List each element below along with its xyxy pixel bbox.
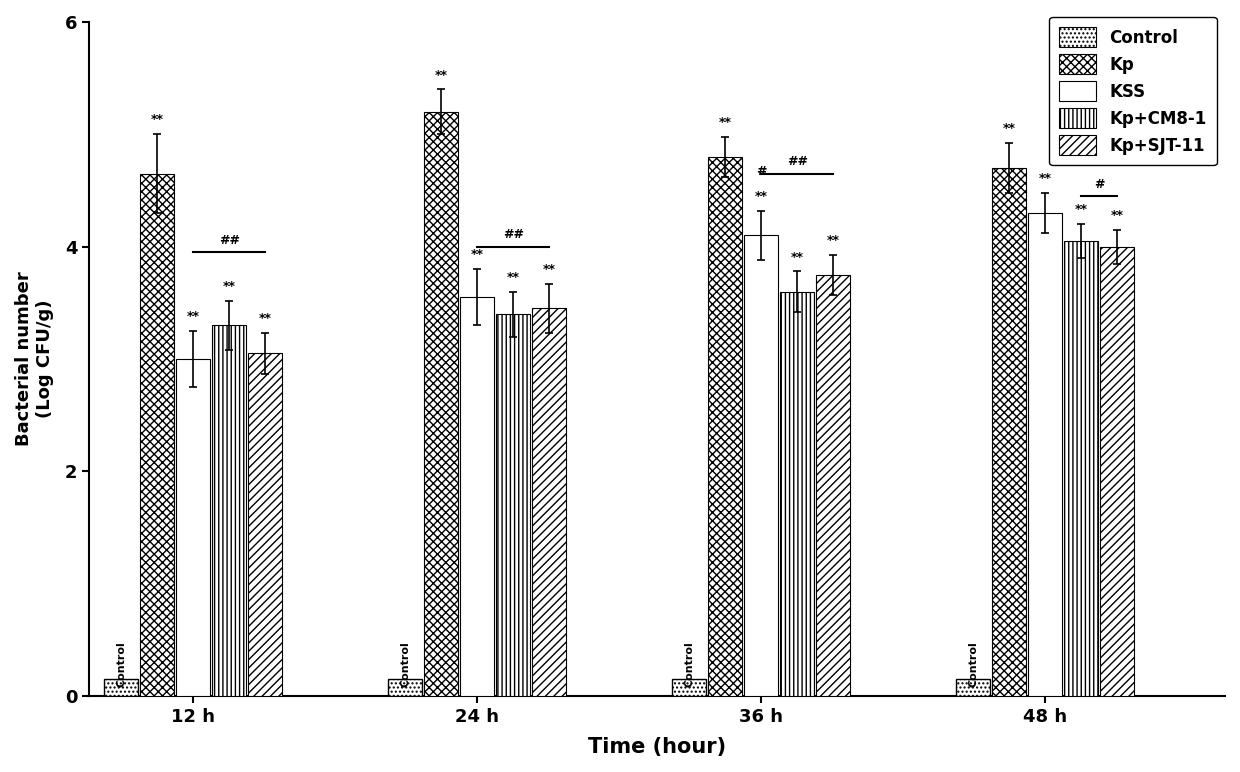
Bar [780,292,815,696]
Text: **: ** [187,310,200,323]
Y-axis label: Bacterial number
(Log CFU/g): Bacterial number (Log CFU/g) [15,272,53,446]
Bar [956,679,991,696]
Bar [248,354,283,696]
Bar [532,309,567,696]
Bar [460,297,495,696]
Text: **: ** [827,234,839,247]
Bar [672,679,707,696]
Text: Control: Control [117,642,126,687]
Text: **: ** [471,249,484,261]
Bar [176,359,211,696]
Bar [104,679,139,696]
Bar [1100,247,1135,696]
Text: **: ** [151,113,164,127]
Bar [1028,213,1063,696]
Text: **: ** [507,271,520,284]
Text: ##: ## [218,234,239,247]
Bar [992,168,1027,696]
Bar [496,314,531,696]
Text: **: ** [791,251,804,263]
Text: **: ** [1111,209,1123,222]
Text: **: ** [223,279,236,293]
Text: ##: ## [786,155,807,168]
Bar [708,157,743,696]
X-axis label: Time (hour): Time (hour) [588,737,727,757]
Text: **: ** [1003,123,1016,135]
Bar [212,325,247,696]
Bar [816,275,851,696]
Bar [1064,241,1099,696]
Text: **: ** [259,313,272,325]
Text: **: ** [543,263,556,276]
Text: **: ** [1039,172,1052,185]
Bar [744,235,779,696]
Text: Control: Control [968,642,978,687]
Bar [140,174,175,696]
Text: **: ** [719,116,732,129]
Text: ##: ## [502,228,523,241]
Text: Control: Control [401,642,410,687]
Text: **: ** [1075,203,1087,216]
Text: Control: Control [684,642,694,687]
Text: #: # [756,165,766,178]
Text: **: ** [435,69,448,82]
Bar [388,679,423,696]
Bar [424,112,459,696]
Text: **: ** [755,190,768,203]
Legend: Control, Kp, KSS, Kp+CM8-1, Kp+SJT-11: Control, Kp, KSS, Kp+CM8-1, Kp+SJT-11 [1049,17,1216,165]
Text: #: # [1094,178,1105,191]
